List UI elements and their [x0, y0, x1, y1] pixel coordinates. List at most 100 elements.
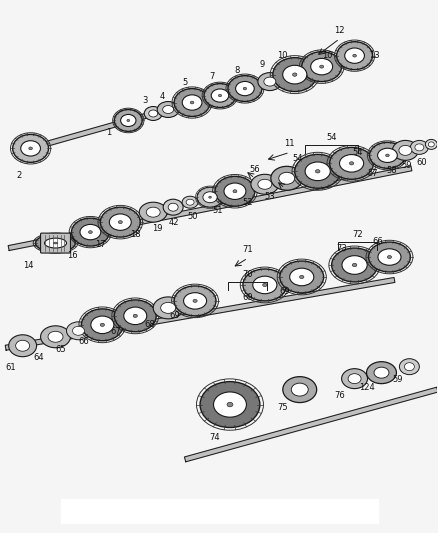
Text: 17: 17	[95, 239, 106, 248]
Ellipse shape	[295, 155, 341, 188]
Ellipse shape	[273, 58, 317, 92]
Text: 58: 58	[386, 166, 397, 175]
Ellipse shape	[146, 207, 160, 217]
Text: 71: 71	[243, 245, 253, 254]
Ellipse shape	[337, 42, 372, 70]
FancyBboxPatch shape	[41, 233, 71, 253]
Ellipse shape	[161, 302, 176, 313]
Ellipse shape	[243, 87, 247, 90]
Ellipse shape	[81, 309, 124, 341]
Ellipse shape	[16, 340, 30, 351]
Text: 72: 72	[352, 230, 363, 239]
Text: 12: 12	[334, 26, 345, 35]
Ellipse shape	[174, 88, 210, 117]
Ellipse shape	[118, 221, 122, 224]
Text: 16: 16	[67, 251, 78, 260]
Ellipse shape	[182, 95, 202, 110]
Ellipse shape	[410, 140, 428, 155]
Ellipse shape	[153, 297, 183, 319]
Ellipse shape	[211, 89, 229, 102]
Text: 18: 18	[130, 230, 141, 239]
Ellipse shape	[21, 141, 40, 156]
Text: 68: 68	[145, 320, 155, 329]
Ellipse shape	[280, 261, 324, 293]
Ellipse shape	[378, 148, 397, 163]
Text: 10: 10	[322, 51, 333, 60]
Text: 65: 65	[55, 345, 66, 354]
Ellipse shape	[215, 176, 255, 206]
Ellipse shape	[367, 362, 396, 384]
Text: 5: 5	[183, 78, 188, 87]
Ellipse shape	[399, 146, 412, 155]
Text: 8: 8	[234, 66, 240, 75]
Text: 54: 54	[326, 133, 336, 142]
Ellipse shape	[290, 268, 314, 286]
Text: 7: 7	[209, 72, 215, 81]
Text: 55: 55	[279, 175, 290, 184]
Ellipse shape	[339, 155, 364, 172]
Ellipse shape	[342, 256, 367, 274]
Text: 14: 14	[23, 261, 34, 270]
Ellipse shape	[174, 286, 216, 316]
Ellipse shape	[399, 359, 419, 375]
Bar	[60, 499, 379, 524]
Text: 69: 69	[243, 293, 253, 302]
Ellipse shape	[228, 76, 262, 101]
Polygon shape	[8, 166, 412, 251]
Ellipse shape	[227, 402, 233, 407]
Ellipse shape	[144, 107, 162, 120]
Ellipse shape	[352, 263, 357, 266]
Text: 56: 56	[250, 165, 260, 174]
Ellipse shape	[184, 293, 207, 309]
Text: 69: 69	[279, 287, 290, 296]
Ellipse shape	[311, 59, 332, 75]
Text: 70: 70	[242, 270, 253, 279]
Text: FIGURE 4-10716    Gear Train - Diagram 1: FIGURE 4-10716 Gear Train - Diagram 1	[154, 508, 284, 514]
Text: 64: 64	[33, 353, 44, 362]
Ellipse shape	[114, 300, 156, 332]
Ellipse shape	[425, 140, 437, 149]
Ellipse shape	[258, 72, 282, 91]
Ellipse shape	[88, 231, 92, 233]
Ellipse shape	[378, 249, 401, 265]
Text: 124: 124	[359, 383, 374, 392]
Ellipse shape	[315, 169, 320, 173]
Ellipse shape	[279, 172, 295, 184]
Ellipse shape	[302, 52, 342, 82]
Ellipse shape	[29, 147, 32, 150]
Text: 52: 52	[243, 198, 253, 207]
Text: 59: 59	[401, 161, 412, 170]
Ellipse shape	[71, 218, 110, 246]
Text: 60: 60	[416, 158, 427, 167]
Text: 1: 1	[106, 128, 111, 137]
Text: 19: 19	[152, 224, 162, 232]
Ellipse shape	[45, 238, 67, 248]
Ellipse shape	[236, 82, 254, 96]
Ellipse shape	[200, 382, 260, 427]
Ellipse shape	[139, 202, 167, 222]
Text: 54: 54	[293, 154, 303, 163]
Ellipse shape	[291, 383, 308, 396]
Ellipse shape	[392, 140, 418, 160]
Ellipse shape	[404, 362, 414, 370]
Ellipse shape	[197, 187, 223, 207]
Text: 53: 53	[265, 192, 275, 201]
Text: 74: 74	[210, 433, 220, 442]
Text: 2: 2	[16, 171, 21, 180]
Ellipse shape	[110, 214, 131, 230]
Text: 59: 59	[392, 375, 403, 384]
Ellipse shape	[345, 48, 364, 63]
Ellipse shape	[48, 332, 63, 342]
Text: 66: 66	[372, 237, 383, 246]
Ellipse shape	[53, 242, 57, 244]
Ellipse shape	[168, 203, 178, 211]
Text: 50: 50	[188, 212, 198, 221]
Ellipse shape	[283, 65, 307, 84]
Ellipse shape	[387, 255, 392, 259]
Ellipse shape	[415, 144, 424, 151]
Text: 61: 61	[5, 363, 16, 372]
Ellipse shape	[350, 161, 354, 165]
Text: 67: 67	[110, 327, 121, 336]
Text: 42: 42	[169, 217, 180, 227]
Ellipse shape	[330, 148, 374, 179]
